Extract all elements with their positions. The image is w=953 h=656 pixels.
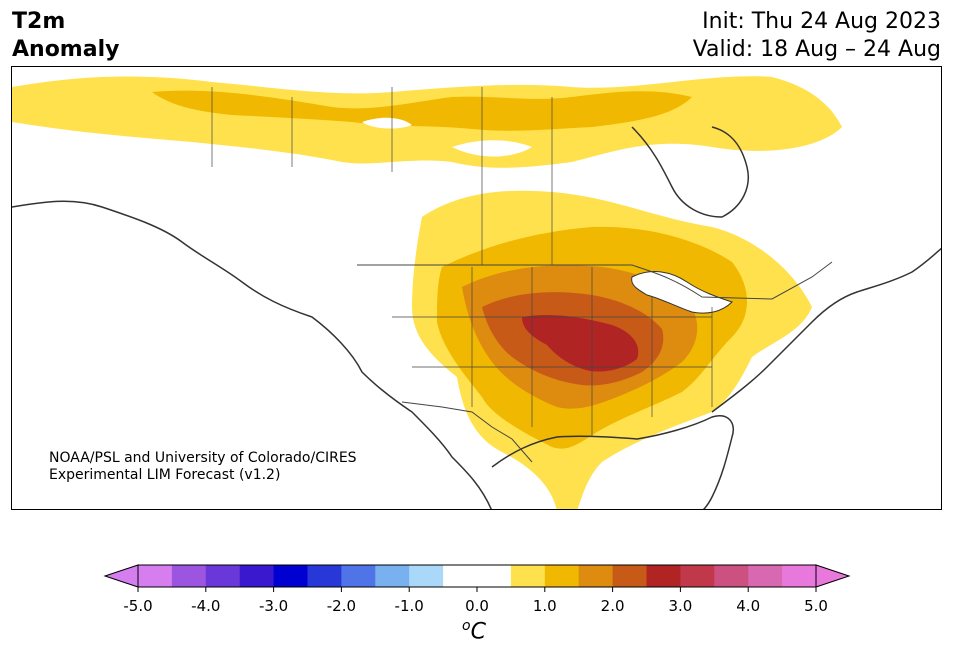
arctic-neutral-area — [452, 140, 532, 157]
us-anomaly-2.5 — [522, 314, 639, 372]
unit-base: C — [470, 619, 486, 645]
unit-superscript: o — [462, 618, 471, 634]
colorbar-bin — [578, 565, 614, 587]
west-coastline — [12, 200, 492, 509]
colorbar-bin — [680, 565, 715, 587]
colorbar-tick-label: -4.0 — [191, 597, 220, 615]
title-line-1: T2m — [12, 9, 66, 34]
colorbar-tick-label: -5.0 — [123, 597, 152, 615]
credit-text: NOAA/PSL and University of Colorado/CIRE… — [49, 450, 357, 484]
hudson-bay-coastline — [631, 126, 749, 218]
colorbar-bin — [341, 565, 376, 587]
us-mexico-border — [401, 401, 533, 463]
colorbar-bin — [714, 565, 749, 587]
state-lines — [392, 267, 713, 437]
gulf-coastline — [491, 415, 734, 509]
colorbar-under-arrow — [103, 564, 139, 588]
colorbar-bin — [375, 565, 410, 587]
colorbar-bin — [510, 565, 546, 587]
credit-line-1: NOAA/PSL and University of Colorado/CIRE… — [49, 450, 357, 466]
init-date: Init: Thu 24 Aug 2023 — [702, 9, 941, 34]
colorbar-bin — [443, 565, 478, 587]
colorbar-bin — [138, 565, 173, 587]
canada-province-lines — [211, 87, 553, 265]
colorbar-tick-label: -1.0 — [395, 597, 424, 615]
anomaly-map — [11, 66, 942, 510]
colorbar-tick-label: 4.0 — [736, 597, 760, 615]
great-lakes — [631, 271, 733, 314]
arctic-neutral-area-2 — [362, 117, 412, 129]
colorbar: -5.0 -4.0 -3.0 -2.0 -1.0 0.0 1.0 2.0 3.0 4.0 5.0 — [103, 564, 851, 615]
colorbar-tick-label: -2.0 — [327, 597, 356, 615]
colorbar-bin — [477, 565, 512, 587]
valid-range: Valid: 18 Aug – 24 Aug — [692, 37, 941, 62]
colorbar-bin — [409, 565, 444, 587]
credit-line-2: Experimental LIM Forecast (v1.2) — [49, 467, 281, 483]
map-title: T2m Anomaly — [12, 8, 119, 64]
colorbar-tick-label: 1.0 — [533, 597, 557, 615]
colorbar-over-arrow — [815, 564, 851, 588]
colorbar-tick-label: 2.0 — [601, 597, 625, 615]
colorbar-bin — [307, 565, 342, 587]
arctic-anomaly-core — [152, 90, 692, 131]
colorbar-tick-label: -3.0 — [259, 597, 288, 615]
colorbar-bin — [646, 565, 681, 587]
colorbar-tick-label: 5.0 — [804, 597, 828, 615]
colorbar-bin — [544, 565, 580, 587]
east-coastline — [711, 247, 941, 413]
colorbar-unit: oC — [462, 618, 486, 644]
colorbar-bin — [273, 565, 308, 587]
us-canada-border — [357, 261, 833, 300]
colorbar-bin — [748, 565, 783, 587]
colorbar-bin — [171, 565, 207, 587]
colorbar-tick-label: 0.0 — [465, 597, 489, 615]
colorbar-bin — [205, 565, 241, 587]
colorbar-tick-label: 3.0 — [668, 597, 692, 615]
colorbar-bin — [782, 565, 817, 587]
colorbar-ticks: -5.0 -4.0 -3.0 -2.0 -1.0 0.0 1.0 2.0 3.0 4.0 5.0 — [123, 587, 828, 615]
map-canvas — [12, 76, 941, 509]
colorbar-bin — [239, 565, 275, 587]
colorbar-bins — [138, 565, 817, 587]
colorbar-bin — [612, 565, 647, 587]
forecast-dates: Init: Thu 24 Aug 2023 Valid: 18 Aug – 24… — [693, 8, 941, 64]
title-line-2: Anomaly — [12, 37, 120, 62]
